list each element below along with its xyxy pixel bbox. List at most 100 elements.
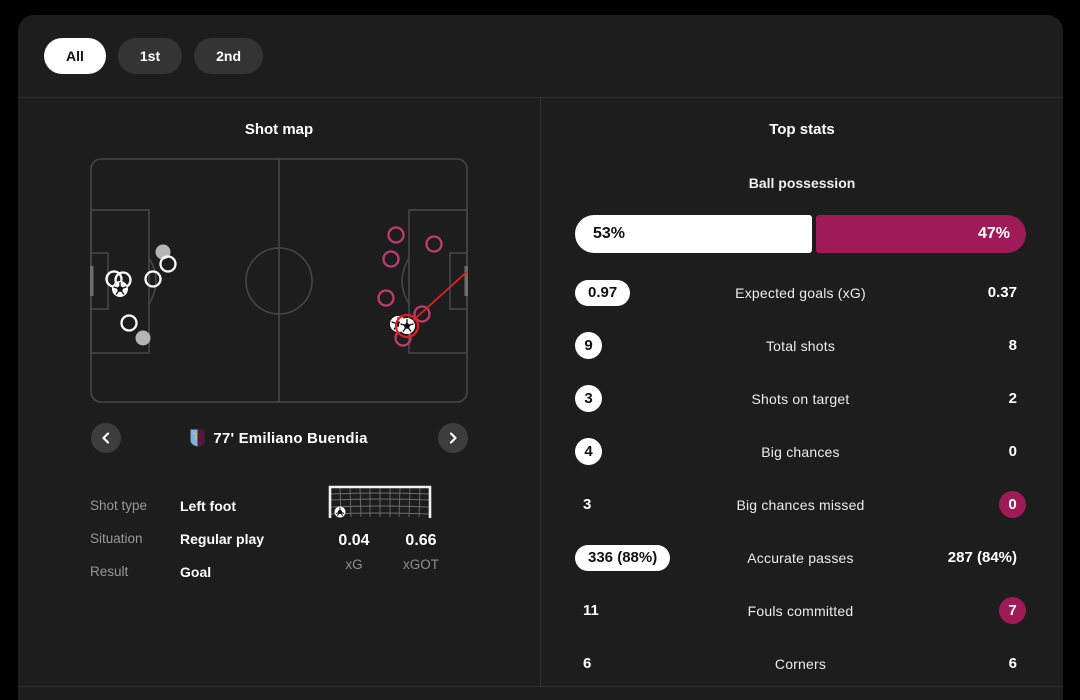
stat-value-away: 8: [1008, 337, 1017, 354]
top-stats-title: Top stats: [769, 121, 835, 138]
stat-away-cell: 2: [916, 390, 1026, 407]
stat-away-cell: 8: [916, 337, 1026, 354]
stat-label: Fouls committed: [747, 602, 854, 619]
shot-type-value: Left foot: [180, 497, 236, 514]
chevron-right-icon: [449, 432, 457, 444]
stat-row: 9 Total shots 8: [575, 319, 1026, 372]
stat-value-away: 0.37: [987, 284, 1017, 301]
shot-player-name: 77' Emiliano Buendia: [213, 429, 368, 447]
panel-divider: [540, 97, 541, 686]
stat-away-cell: 6: [916, 655, 1026, 672]
stat-away-cell: 7: [916, 597, 1026, 624]
stat-rows: 0.97 Expected goals (xG) 0.37 9 Total shots 8…: [575, 266, 1026, 690]
possession-bar: 53% 47%: [575, 215, 1026, 253]
stat-label: Shots on target: [751, 390, 850, 407]
stat-home-cell: 9: [575, 332, 685, 359]
stat-row: 6 Corners 6: [575, 637, 1026, 690]
result-label: Result: [90, 564, 129, 579]
stat-row: 3 Shots on target 2: [575, 372, 1026, 425]
stat-value-home: 4: [575, 438, 602, 465]
shot-marker[interactable]: [377, 289, 395, 307]
shot-marker[interactable]: [413, 305, 431, 323]
tab-1st[interactable]: 1st: [117, 38, 183, 74]
stat-value-away: 7: [999, 597, 1026, 624]
shot-map-title: Shot map: [244, 121, 314, 138]
possession-label: Ball possession: [748, 175, 856, 191]
stat-label: Accurate passes: [747, 549, 854, 566]
result-value: Goal: [180, 563, 212, 580]
xgot-value: 0.66: [405, 532, 437, 549]
stat-value-away: 0: [1008, 443, 1017, 460]
goal-viz-metrics: 0.04 xG 0.66 xGOT: [328, 532, 468, 572]
shot-marker[interactable]: [387, 226, 405, 244]
stat-away-cell: 0: [916, 443, 1026, 460]
shot-marker[interactable]: [144, 270, 162, 288]
selected-shot-label: 77' Emiliano Buendia: [108, 420, 450, 456]
ball-in-goal-icon: [334, 506, 346, 518]
stat-value-home: 0.97: [575, 279, 631, 306]
shot-trajectory-line: [406, 269, 468, 327]
stat-home-cell: 11: [575, 602, 685, 619]
stat-value-home: 3: [575, 385, 602, 412]
goal-frame-icon: [328, 485, 432, 518]
shot-marker[interactable]: [382, 250, 400, 268]
shot-marker[interactable]: [159, 255, 177, 273]
shot-markers: [105, 226, 468, 347]
shot-map-panel: Shot map: [18, 97, 540, 686]
stat-label: Corners: [774, 655, 827, 672]
stat-home-cell: 3: [575, 496, 685, 513]
next-shot-button[interactable]: [438, 423, 468, 453]
stat-value-home: 9: [575, 332, 602, 359]
stat-row: 11 Fouls committed 7: [575, 584, 1026, 637]
period-tabs: All 1st 2nd: [44, 38, 264, 74]
stat-value-away: 0: [999, 491, 1026, 518]
shot-marker[interactable]: [425, 235, 443, 253]
right-goal-mouth: [464, 266, 468, 296]
stat-label: Total shots: [765, 337, 836, 354]
left-goal-mouth: [90, 266, 94, 296]
stat-away-cell: 0.37: [916, 284, 1026, 301]
situation-value: Regular play: [180, 530, 265, 547]
possession-away-segment: 47%: [816, 215, 1026, 253]
stat-value-home: 336 (88%): [575, 544, 671, 571]
stat-label: Big chances missed: [736, 496, 865, 513]
stat-value-away: 2: [1008, 390, 1017, 407]
pitch-lines: [90, 158, 468, 403]
stat-row: 0.97 Expected goals (xG) 0.37: [575, 266, 1026, 319]
shot-type-row: Shot type Left foot: [90, 489, 264, 522]
situation-label: Situation: [90, 531, 143, 546]
shot-marker[interactable]: [120, 314, 138, 332]
shot-type-label: Shot type: [90, 498, 148, 513]
selected-shot-ring: [394, 313, 420, 339]
stat-value-home: 3: [583, 496, 592, 513]
stat-value-away: 6: [1008, 655, 1017, 672]
xg-value: 0.04: [338, 532, 370, 549]
shot-nav: 77' Emiliano Buendia: [18, 420, 540, 456]
stat-row: 336 (88%) Accurate passes 287 (84%): [575, 531, 1026, 584]
result-row: Result Goal: [90, 555, 264, 588]
aston-villa-crest-icon: [190, 429, 205, 447]
goal-mouth-viz: 0.04 xG 0.66 xGOT: [328, 485, 468, 572]
stat-label: Big chances: [761, 443, 840, 460]
shot-details: Shot type Left foot Situation Regular pl…: [90, 489, 264, 588]
stat-value-away: 287 (84%): [947, 549, 1017, 566]
xgot-label: xGOT: [403, 557, 439, 572]
stat-home-cell: 336 (88%): [575, 544, 685, 571]
stat-home-cell: 6: [575, 655, 685, 672]
tab-all[interactable]: All: [44, 38, 106, 74]
football-pitch: [90, 158, 468, 403]
stat-home-cell: 4: [575, 438, 685, 465]
top-stats-panel: Top stats Ball possession 53% 47% 0.97 Ex…: [541, 97, 1063, 686]
stat-home-cell: 3: [575, 385, 685, 412]
shot-marker-blocked[interactable]: [135, 330, 151, 346]
previous-shot-button[interactable]: [91, 423, 121, 453]
stat-away-cell: 287 (84%): [916, 549, 1026, 566]
situation-row: Situation Regular play: [90, 522, 264, 555]
chevron-left-icon: [102, 432, 110, 444]
goal-ball-icon[interactable]: [112, 281, 128, 297]
stat-label: Expected goals (xG): [735, 284, 866, 301]
bottom-divider: [18, 686, 1063, 687]
match-stats-card: All 1st 2nd Shot map: [18, 15, 1063, 700]
goal-ball-icon[interactable]: [399, 318, 415, 334]
tab-2nd[interactable]: 2nd: [194, 38, 264, 74]
